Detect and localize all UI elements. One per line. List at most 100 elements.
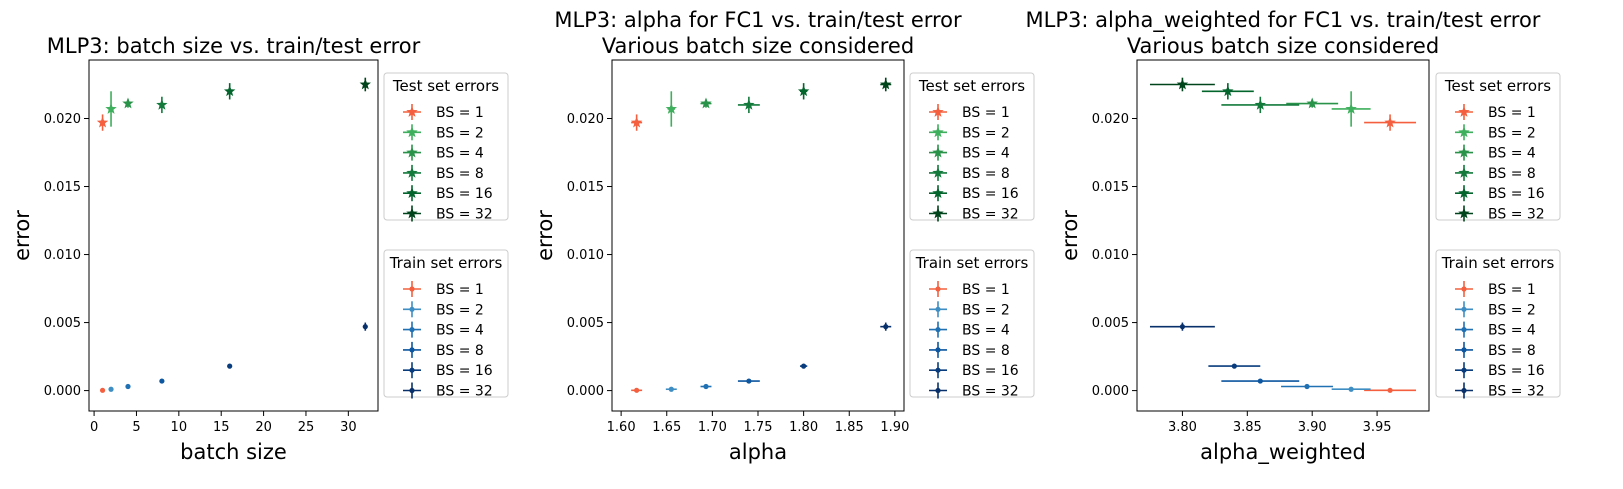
- x-tick-label: 30: [340, 420, 357, 435]
- legend-entry-label: BS = 4: [436, 323, 484, 339]
- legend-entry-label: BS = 2: [436, 302, 484, 318]
- test-error-point: [797, 85, 810, 97]
- legend-box: [383, 249, 509, 398]
- legend-dot-marker: [1461, 286, 1467, 292]
- legend-dot-marker: [1461, 387, 1467, 394]
- train-error-point: [1231, 363, 1237, 369]
- legend-star-marker: [1458, 187, 1470, 199]
- chart-panel-1: MLP3: batch size vs. train/test error 0 5 1…: [10, 34, 509, 464]
- x-tick-label: 1.70: [698, 420, 727, 435]
- test-error-point: [122, 97, 134, 109]
- plot-frame: [611, 59, 905, 412]
- legend-dot-marker: [935, 367, 941, 373]
- y-tick-label: 0.010: [44, 248, 81, 263]
- legend-star-marker: [406, 166, 418, 178]
- test-error-point: [1222, 85, 1234, 97]
- y-tick-label: 0.015: [44, 180, 81, 195]
- legend-entry-label: BS = 32: [1488, 384, 1545, 400]
- y-tick-label: 0.000: [1092, 384, 1129, 399]
- legend-title: Train set errors: [915, 254, 1029, 272]
- legend-dot-marker: [409, 367, 415, 373]
- chart-panel-3: MLP3: alpha_weighted for FC1 vs. train/t…: [1026, 8, 1561, 465]
- y-tick-label: 0.005: [1092, 316, 1129, 331]
- test-error-point: [359, 78, 371, 90]
- test-error-point: [1384, 116, 1396, 128]
- legend-entry-label: BS = 4: [962, 323, 1010, 339]
- legend-entry-label: BS = 32: [962, 384, 1019, 400]
- chart-title: MLP3: batch size vs. train/test error: [47, 34, 421, 58]
- legend-title: Test set errors: [918, 77, 1025, 95]
- train-error-point: [362, 324, 368, 330]
- train-error-point: [1179, 324, 1186, 330]
- plot-frame: [88, 59, 379, 412]
- train-error-point: [1387, 387, 1393, 393]
- legend-entry-label: BS = 8: [1488, 166, 1536, 182]
- y-tick-label: 0.020: [1092, 112, 1129, 127]
- x-axis-label: batch size: [180, 440, 287, 464]
- x-tick-label: 1.65: [652, 420, 681, 435]
- train-error-point: [159, 378, 165, 384]
- test-error-point: [1176, 78, 1189, 90]
- chart-panel-2: MLP3: alpha for FC1 vs. train/test error…: [533, 8, 1035, 464]
- legend-title: Train set errors: [389, 254, 503, 272]
- legend-star-marker: [406, 106, 418, 117]
- x-tick-label: 1.60: [607, 420, 636, 435]
- legend-title: Test set errors: [1444, 77, 1551, 95]
- y-axis-label: error: [1058, 210, 1082, 261]
- legend-entry-label: BS = 32: [1488, 207, 1545, 223]
- train-error-point: [801, 363, 807, 369]
- legend-star-marker: [1458, 106, 1470, 117]
- legend-entry-label: BS = 4: [1488, 323, 1536, 339]
- legend-dot-marker: [409, 387, 415, 394]
- y-tick-label: 0.010: [1092, 248, 1129, 263]
- legend-star-marker: [406, 187, 418, 199]
- chart-subtitle: Various batch size considered: [602, 34, 914, 58]
- legend-entry-label: BS = 16: [436, 186, 493, 202]
- legend-entry-label: BS = 1: [1488, 282, 1536, 298]
- x-tick-label: 3.95: [1363, 420, 1392, 435]
- x-tick-label: 1.85: [835, 420, 864, 435]
- legend-entry-label: BS = 1: [962, 105, 1010, 121]
- legend-entry-label: BS = 4: [962, 146, 1010, 162]
- legend-star-marker: [932, 207, 944, 219]
- legend-dot-marker: [1461, 306, 1467, 312]
- chart-subtitle: Various batch size considered: [1127, 34, 1439, 58]
- test-error-point: [880, 78, 892, 90]
- x-tick-label: 1.80: [789, 420, 818, 435]
- legend-entry-label: BS = 4: [1488, 146, 1536, 162]
- legend-test-errors: Test set errors BS = 1 BS = 2 BS = 4 BS = 8 B…: [383, 72, 509, 223]
- legend-train-errors: Train set errors BS = 1 BS = 2 BS = 4 BS = 8…: [909, 249, 1035, 400]
- legend-entry-label: BS = 2: [1488, 302, 1536, 318]
- chart-title: MLP3: alpha_weighted for FC1 vs. train/t…: [1026, 8, 1541, 33]
- legend-entry-label: BS = 16: [436, 363, 493, 379]
- legend-entry-label: BS = 1: [1488, 105, 1536, 121]
- legend-train-errors: Train set errors BS = 1 BS = 2 BS = 4 BS = 8…: [383, 249, 509, 400]
- legend-box: [909, 72, 1035, 221]
- test-error-point: [1254, 98, 1266, 110]
- y-tick-label: 0.000: [567, 384, 604, 399]
- legend-entry-label: BS = 8: [962, 343, 1010, 359]
- chart-title: MLP3: alpha for FC1 vs. train/test error: [554, 8, 962, 32]
- legend-box: [1435, 72, 1561, 221]
- x-tick-label: 25: [298, 420, 315, 435]
- train-error-point: [125, 383, 131, 390]
- legend-entry-label: BS = 8: [1488, 343, 1536, 359]
- train-error-point: [668, 386, 674, 392]
- test-error-point: [96, 116, 109, 128]
- legend-star-marker: [1458, 126, 1470, 138]
- test-error-point: [156, 98, 168, 110]
- legend-test-errors: Test set errors BS = 1 BS = 2 BS = 4 BS = 8 B…: [909, 72, 1035, 223]
- train-error-point: [227, 363, 233, 369]
- test-error-point: [743, 98, 755, 110]
- x-tick-label: 10: [171, 420, 188, 435]
- legend-entry-label: BS = 8: [436, 343, 484, 359]
- x-tick-label: 20: [255, 420, 272, 435]
- legend-title: Train set errors: [1441, 254, 1555, 272]
- test-error-point: [665, 102, 678, 114]
- legend-dot-marker: [409, 306, 415, 312]
- legend-entry-label: BS = 1: [962, 282, 1010, 298]
- legend-train-errors: Train set errors BS = 1 BS = 2 BS = 4 BS = 8…: [1435, 249, 1561, 400]
- test-error-point: [1345, 102, 1357, 114]
